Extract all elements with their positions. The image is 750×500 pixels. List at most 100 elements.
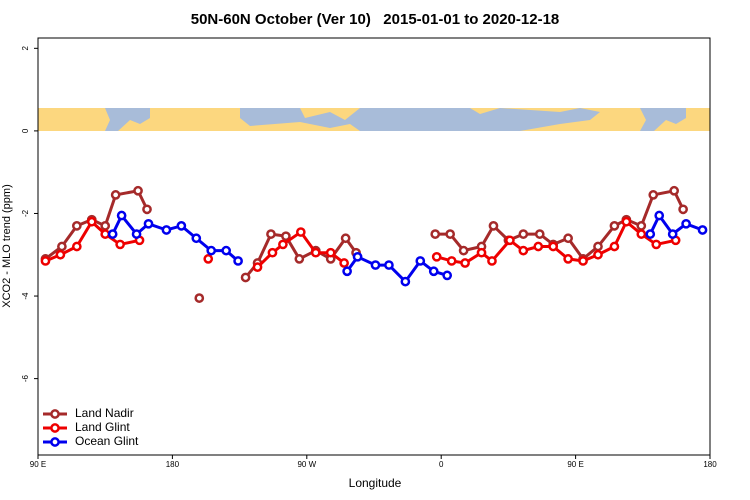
point xyxy=(294,254,305,264)
x-tick-label: 180 xyxy=(166,460,180,469)
point xyxy=(281,231,291,242)
point xyxy=(116,210,127,221)
y-tick-label: 0 xyxy=(21,128,30,133)
point xyxy=(430,229,441,239)
point xyxy=(681,218,691,229)
point xyxy=(384,260,394,270)
point xyxy=(505,235,515,246)
point xyxy=(636,229,647,239)
point xyxy=(518,245,529,256)
point xyxy=(131,229,142,239)
point xyxy=(548,241,559,252)
point xyxy=(446,256,457,266)
point xyxy=(563,233,573,244)
point xyxy=(648,190,659,200)
y-tick-label: -6 xyxy=(21,375,30,383)
point xyxy=(431,251,442,262)
point xyxy=(107,229,118,239)
point xyxy=(233,256,243,266)
legend-label: Land Nadir xyxy=(75,406,134,420)
point xyxy=(110,190,121,200)
point xyxy=(442,270,453,281)
point xyxy=(342,266,352,277)
point xyxy=(654,210,665,221)
point xyxy=(445,229,456,239)
point xyxy=(176,221,187,231)
point xyxy=(370,260,381,270)
point xyxy=(400,276,411,287)
point xyxy=(252,262,263,272)
x-tick-label: 180 xyxy=(703,460,717,469)
x-tick-label: 90 E xyxy=(30,460,46,469)
point xyxy=(518,229,529,239)
point xyxy=(669,185,680,196)
point xyxy=(71,241,82,252)
point xyxy=(194,293,205,303)
point xyxy=(415,256,426,266)
point xyxy=(55,249,66,260)
point xyxy=(115,239,125,250)
point xyxy=(578,256,588,266)
point xyxy=(678,204,688,215)
legend-marker xyxy=(50,437,60,447)
point xyxy=(609,221,620,231)
point xyxy=(340,233,351,244)
point xyxy=(133,185,143,196)
point xyxy=(563,254,573,264)
point xyxy=(267,247,278,258)
point xyxy=(476,247,487,258)
point xyxy=(697,225,708,235)
point xyxy=(191,233,202,244)
point xyxy=(240,272,251,283)
point xyxy=(206,245,217,256)
legend-marker xyxy=(50,423,60,433)
legend-label: Land Glint xyxy=(75,420,130,434)
point xyxy=(86,216,97,227)
point xyxy=(40,256,51,266)
point xyxy=(221,245,232,256)
point xyxy=(533,241,544,252)
chart-title: 50N-60N October (Ver 10) 2015-01-01 to 2… xyxy=(191,11,560,28)
point xyxy=(621,216,632,227)
x-axis-label: Longitude xyxy=(349,476,402,490)
point xyxy=(645,229,656,239)
point xyxy=(593,249,603,260)
point xyxy=(325,247,336,258)
point xyxy=(487,256,497,266)
y-tick-label: 2 xyxy=(21,46,30,51)
point xyxy=(203,254,214,264)
point xyxy=(458,245,469,256)
point xyxy=(609,241,620,252)
point xyxy=(143,218,154,229)
point xyxy=(310,247,321,258)
point xyxy=(352,251,363,262)
legend-marker xyxy=(50,409,60,419)
point xyxy=(636,221,647,231)
point xyxy=(488,221,499,231)
point xyxy=(534,229,545,239)
y-tick-label: -4 xyxy=(21,292,30,300)
point xyxy=(339,258,349,268)
point xyxy=(278,239,288,250)
point xyxy=(593,241,603,252)
x-tick-label: 0 xyxy=(439,460,444,469)
point xyxy=(100,229,111,239)
point xyxy=(651,239,662,250)
plot-frame xyxy=(37,37,711,456)
y-tick-label: -2 xyxy=(21,209,30,217)
point xyxy=(161,225,172,235)
map-band xyxy=(38,108,710,131)
point xyxy=(460,258,470,268)
point xyxy=(295,227,306,237)
x-tick-label: 90 W xyxy=(297,460,316,469)
point xyxy=(100,221,111,231)
point xyxy=(71,221,82,231)
point xyxy=(266,229,276,239)
point xyxy=(667,229,678,239)
legend-label: Ocean Glint xyxy=(75,434,139,448)
x-tick-label: 90 E xyxy=(567,460,583,469)
point xyxy=(57,241,67,252)
point xyxy=(428,266,439,277)
y-axis-label: XCO2 - MLO trend (ppm) xyxy=(1,184,13,307)
